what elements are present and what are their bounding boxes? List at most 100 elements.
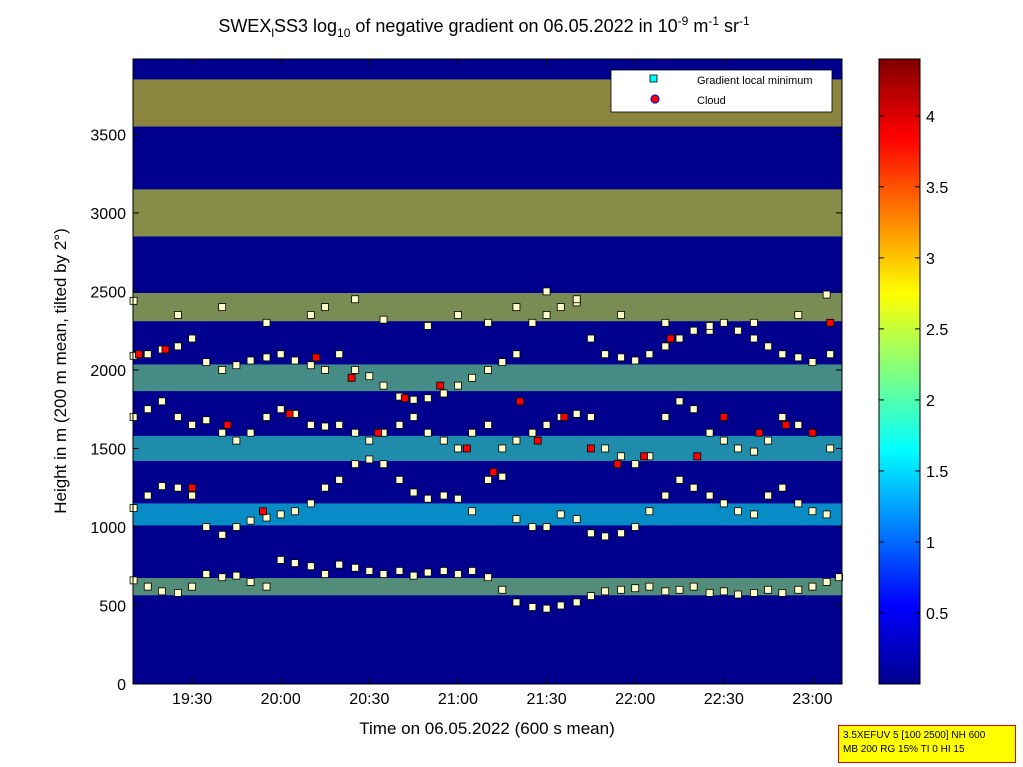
- gradient-minimum-point: [484, 420, 492, 429]
- gradient-minimum-point: [321, 483, 329, 492]
- gradient-minimum-point: [365, 567, 374, 575]
- gradient-minimum-point: [631, 356, 640, 365]
- gradient-minimum-point: [158, 587, 166, 596]
- gradient-minimum-point: [808, 507, 817, 516]
- gradient-minimum-point: [556, 601, 565, 610]
- gradient-minimum-point: [512, 598, 521, 607]
- cloud-point: [312, 353, 321, 362]
- gradient-minimum-point: [306, 361, 315, 370]
- cloud-point: [161, 345, 170, 354]
- gradient-minimum-point: [129, 576, 138, 585]
- gradient-minimum-point: [675, 397, 684, 406]
- cloud-point: [586, 444, 595, 453]
- gradient-minimum-point: [351, 563, 360, 572]
- gradient-minimum-point: [484, 318, 492, 327]
- cloud-point: [462, 444, 471, 453]
- gradient-minimum-point: [143, 405, 152, 414]
- x-tick-label: 21:00: [438, 691, 478, 708]
- gradient-minimum-point: [750, 334, 758, 343]
- gradient-minimum-point: [395, 420, 404, 429]
- gradient-minimum-point: [778, 413, 787, 421]
- gradient-minimum-point: [379, 570, 388, 578]
- gradient-minimum-point: [321, 366, 329, 374]
- gradient-minimum-point: [734, 444, 742, 453]
- gradient-minimum-point: [705, 589, 714, 597]
- gradient-minimum-point: [528, 318, 537, 327]
- legend: Gradient local minimum Cloud: [610, 69, 833, 113]
- gradient-minimum-point: [794, 499, 803, 508]
- gradient-minimum-point: [512, 303, 521, 312]
- gradient-minimum-point: [645, 507, 654, 516]
- gradient-minimum-point: [822, 510, 831, 519]
- gradient-minimum-point: [290, 507, 299, 516]
- gradient-minimum-point: [129, 296, 138, 305]
- gradient-minimum-point: [556, 510, 565, 519]
- legend-label-minimum: Gradient local minimum: [697, 75, 813, 87]
- gradient-minimum-point: [173, 483, 182, 492]
- y-tick-label: 2500: [90, 284, 126, 301]
- y-axis-ticks: 0 500 1000 1500 2000 2500 3000 3500: [90, 127, 842, 694]
- gradient-minimum-point: [335, 560, 344, 569]
- gradient-minimum-point: [232, 523, 241, 531]
- y-tick-label: 500: [99, 598, 126, 615]
- y-tick-label: 3000: [90, 206, 126, 223]
- cloud-point: [693, 452, 702, 461]
- gradient-minimum-point: [661, 587, 670, 596]
- gradient-minimum-point: [218, 366, 227, 374]
- gradient-minimum-point: [661, 413, 670, 421]
- gradient-minimum-point: [808, 582, 817, 591]
- colorbar-tick-label: 3: [926, 251, 935, 268]
- cloud-point: [613, 460, 622, 469]
- info-line-2: MB 200 RG 15% TI 0 HI 15: [843, 744, 965, 755]
- gradient-minimum-point: [306, 420, 315, 429]
- gradient-minimum-point: [218, 428, 227, 437]
- gradient-minimum-point: [778, 483, 787, 492]
- legend-marker-minimum: [649, 74, 658, 83]
- gradient-minimum-point: [365, 436, 374, 445]
- gradient-minimum-point: [484, 475, 492, 484]
- settings-info-box: 3.5XEFUV 5 [100 2500] NH 600 MB 200 RG 1…: [838, 725, 1016, 763]
- gradient-minimum-point: [439, 436, 448, 445]
- gradient-minimum-point: [439, 491, 448, 500]
- gradient-minimum-point: [188, 420, 196, 429]
- gradient-minimum-point: [719, 587, 728, 596]
- gradient-minimum-point: [158, 482, 166, 491]
- gradient-minimum-point: [395, 567, 404, 575]
- gradient-minimum-point: [454, 311, 462, 319]
- colorbar-ticks: 0.5 1 1.5 2 2.5 3 3.5 4: [879, 109, 948, 623]
- gradient-minimum-point: [826, 350, 835, 359]
- gradient-minimum-point: [794, 311, 803, 319]
- colorbar-tick-label: 1.5: [926, 464, 948, 481]
- gradient-minimum-point: [276, 350, 285, 359]
- gradient-minimum-point: [764, 491, 773, 500]
- gradient-minimum-point: [586, 413, 595, 421]
- y-tick-label: 0: [117, 677, 126, 694]
- gradient-minimum-point: [512, 515, 521, 524]
- cloud-point: [223, 420, 232, 429]
- gradient-minimum-point: [764, 585, 773, 594]
- gradient-minimum-point: [173, 311, 182, 319]
- gradient-minimum-point: [379, 381, 388, 390]
- gradient-minimum-point: [365, 455, 374, 464]
- gradient-minimum-point: [572, 515, 581, 524]
- gradient-minimum-point: [750, 510, 758, 519]
- gradient-minimum-point: [484, 366, 492, 374]
- gradient-minimum-point: [556, 303, 565, 312]
- gradient-minimum-point: [661, 342, 670, 351]
- cloud-point: [259, 507, 267, 516]
- gradient-minimum-point: [262, 413, 271, 421]
- gradient-minimum-point: [232, 571, 241, 580]
- gradient-minimum-point: [822, 578, 831, 586]
- gradient-minimum-point: [468, 567, 477, 575]
- colorbar-tick-label: 1: [926, 535, 935, 552]
- gradient-minimum-point: [276, 510, 285, 519]
- cloud-point: [400, 394, 409, 403]
- gradient-minimum-point: [542, 311, 551, 319]
- gradient-minimum-point: [675, 585, 684, 594]
- gradient-minimum-point: [395, 475, 404, 484]
- gradient-minimum-point: [572, 598, 581, 607]
- gradient-minimum-point: [262, 318, 271, 327]
- gradient-minimum-point: [750, 589, 758, 597]
- gradient-minimum-point: [246, 516, 255, 525]
